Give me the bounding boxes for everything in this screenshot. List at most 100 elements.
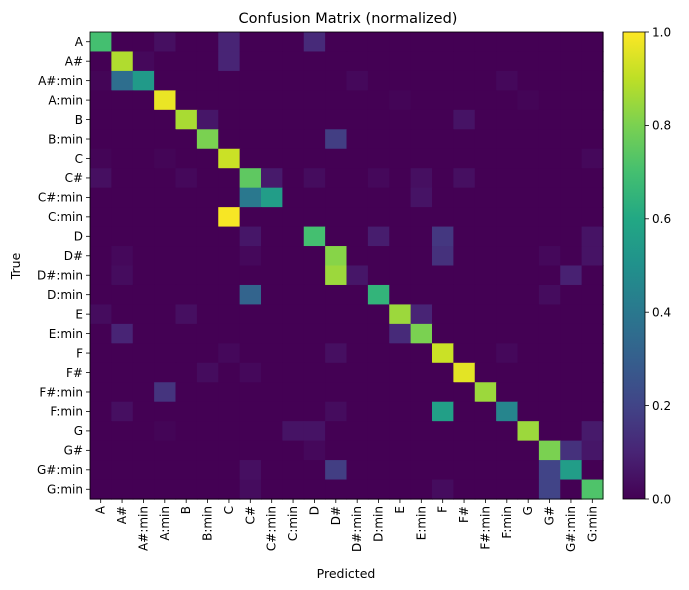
heatmap-cell bbox=[111, 265, 134, 286]
heatmap-cell bbox=[218, 148, 241, 169]
y-tick-label: C# bbox=[65, 171, 83, 185]
heatmap-cell bbox=[538, 421, 561, 442]
heatmap-cell bbox=[432, 401, 454, 422]
heatmap-cell bbox=[132, 284, 155, 306]
heatmap-cell bbox=[496, 187, 519, 208]
heatmap-cell bbox=[132, 90, 155, 111]
heatmap-cell bbox=[581, 51, 604, 72]
heatmap-cell bbox=[111, 323, 134, 344]
heatmap-cell bbox=[111, 401, 134, 422]
heatmap-cell bbox=[239, 460, 262, 481]
heatmap-cell bbox=[496, 284, 519, 306]
heatmap-cell bbox=[132, 109, 155, 130]
heatmap-cell bbox=[90, 51, 112, 72]
x-tick-label: D#:min bbox=[350, 506, 364, 552]
heatmap-cell bbox=[175, 70, 198, 91]
x-tick-label: C# bbox=[243, 506, 257, 524]
heatmap-cell bbox=[474, 265, 497, 286]
heatmap-cell bbox=[132, 226, 155, 247]
heatmap-cell bbox=[154, 51, 177, 72]
heatmap-cell bbox=[432, 284, 454, 306]
heatmap-cell bbox=[581, 207, 604, 228]
heatmap-cell bbox=[560, 226, 583, 247]
heatmap-cell bbox=[303, 460, 326, 481]
heatmap-cell bbox=[90, 421, 112, 442]
heatmap-cell bbox=[367, 284, 390, 306]
heatmap-cell bbox=[218, 246, 241, 267]
heatmap-cell bbox=[346, 109, 369, 130]
heatmap-cell bbox=[282, 284, 305, 306]
heatmap-cell bbox=[560, 304, 583, 325]
heatmap-cell bbox=[111, 148, 134, 169]
heatmap-cell bbox=[111, 246, 134, 267]
heatmap-cell bbox=[496, 109, 519, 130]
heatmap-cell bbox=[132, 168, 155, 189]
heatmap-cell bbox=[453, 265, 476, 286]
heatmap-cell bbox=[282, 479, 305, 500]
heatmap-cell bbox=[367, 304, 390, 325]
y-tick-label: F bbox=[76, 346, 83, 360]
y-tick-label: F# bbox=[66, 366, 83, 380]
heatmap-cell bbox=[175, 32, 198, 53]
heatmap-cell bbox=[175, 323, 198, 344]
heatmap-cell bbox=[517, 129, 540, 150]
heatmap-cell bbox=[282, 460, 305, 481]
x-tick-label: C bbox=[222, 506, 236, 514]
heatmap-cell bbox=[132, 265, 155, 286]
heatmap-cell bbox=[346, 284, 369, 306]
heatmap-cell bbox=[432, 440, 454, 461]
heatmap-cell bbox=[496, 401, 519, 422]
heatmap-cell bbox=[154, 207, 177, 228]
heatmap-cell bbox=[517, 168, 540, 189]
heatmap-cell bbox=[154, 304, 177, 325]
heatmap-cell bbox=[261, 187, 283, 208]
colorbar bbox=[622, 31, 646, 500]
heatmap-cell bbox=[282, 32, 305, 53]
heatmap-cell bbox=[154, 109, 177, 130]
heatmap-cell bbox=[453, 284, 476, 306]
heatmap-cell bbox=[560, 148, 583, 169]
heatmap-cell bbox=[261, 401, 283, 422]
heatmap-cell bbox=[517, 362, 540, 383]
x-tick-label: D bbox=[307, 506, 321, 515]
heatmap-cell bbox=[389, 148, 412, 169]
heatmap-cell bbox=[453, 90, 476, 111]
heatmap-cell bbox=[303, 265, 326, 286]
heatmap-cell bbox=[474, 70, 497, 91]
heatmap-cell bbox=[303, 187, 326, 208]
heatmap-cell bbox=[517, 421, 540, 442]
heatmap-cell bbox=[218, 304, 241, 325]
x-tick-label: C:min bbox=[286, 506, 300, 541]
heatmap-cell bbox=[560, 129, 583, 150]
heatmap-cell bbox=[517, 207, 540, 228]
heatmap-cell bbox=[325, 32, 348, 53]
heatmap-cell bbox=[581, 440, 604, 461]
heatmap-cell bbox=[432, 90, 454, 111]
heatmap-cell bbox=[303, 343, 326, 364]
x-tick-label: G:min bbox=[585, 506, 599, 542]
heatmap-cell bbox=[132, 401, 155, 422]
heatmap-cell bbox=[90, 382, 112, 403]
heatmap-cell bbox=[474, 109, 497, 130]
heatmap-cell bbox=[90, 323, 112, 344]
heatmap-cell bbox=[432, 362, 454, 383]
colorbar-tick-label: 0.0 bbox=[652, 492, 671, 506]
heatmap-cell bbox=[111, 109, 134, 130]
heatmap-cell bbox=[325, 51, 348, 72]
heatmap-cell bbox=[90, 90, 112, 111]
heatmap-cell bbox=[389, 129, 412, 150]
heatmap-cell bbox=[538, 70, 561, 91]
heatmap-cell bbox=[132, 129, 155, 150]
heatmap-cell bbox=[496, 51, 519, 72]
heatmap-cell bbox=[218, 226, 241, 247]
heatmap-cell bbox=[175, 109, 198, 130]
heatmap-cell bbox=[111, 51, 134, 72]
heatmap-cell bbox=[196, 109, 219, 130]
heatmap-cell bbox=[239, 51, 262, 72]
heatmap-cell bbox=[303, 440, 326, 461]
heatmap-cell bbox=[517, 70, 540, 91]
heatmap-cell bbox=[453, 187, 476, 208]
heatmap-cell bbox=[474, 129, 497, 150]
y-tick-label: G bbox=[74, 424, 83, 438]
heatmap-cell bbox=[175, 421, 198, 442]
